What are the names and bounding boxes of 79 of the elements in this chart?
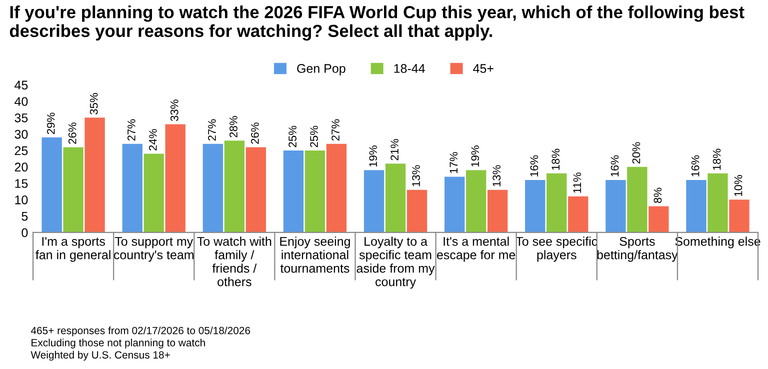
y-tick-label: 45: [14, 80, 28, 90]
bar: [648, 206, 669, 232]
y-tick-label: 35: [14, 113, 28, 122]
data-label: 16%: [691, 155, 700, 176]
data-label: 28%: [230, 116, 238, 138]
x-tick-label: To support my country's team: [114, 237, 194, 262]
y-tick-label: 0: [22, 228, 28, 238]
data-label: 20%: [632, 142, 640, 164]
bar: [326, 144, 347, 232]
data-label: 18%: [552, 148, 560, 170]
bar: [165, 124, 186, 232]
legend-label: 45+: [473, 64, 494, 73]
bar: [122, 144, 142, 232]
data-label: 16%: [530, 155, 538, 176]
text: Excluding those not planning to watch: [32, 338, 205, 348]
data-label: 27%: [208, 119, 216, 141]
bar: [283, 150, 304, 232]
bar: [568, 196, 588, 232]
y-tick-label: 15: [15, 179, 28, 188]
bar: [729, 200, 750, 232]
bar: [627, 166, 648, 232]
bar: [42, 137, 62, 232]
x-tick-label: Enjoy seeing international tournaments: [280, 236, 350, 273]
x-tick-label: It's a mental escape for me: [437, 236, 516, 262]
bar: [487, 190, 508, 232]
data-label: 16%: [610, 155, 619, 176]
data-label: 11%: [573, 172, 582, 193]
bar: [63, 147, 84, 232]
data-label: 29%: [46, 112, 55, 134]
data-label: 33%: [170, 100, 178, 122]
bar: [466, 170, 486, 232]
x-tick-label: Loyalty to a specific team aside from my country: [356, 236, 435, 289]
data-label: 35%: [90, 93, 98, 114]
data-label: 13%: [412, 165, 420, 186]
data-label: 27%: [332, 119, 340, 141]
bar: [364, 170, 384, 232]
legend-label: Gen Pop: [297, 64, 346, 76]
y-tick-label: 5: [22, 212, 28, 221]
data-label: 8%: [654, 188, 662, 203]
chart-title: If you're planning to watch the 2026 FIFA World Cup this year, which of the following best describes your reasons for watching? Select all that apply.: [10, 6, 744, 41]
data-label: 19%: [471, 146, 480, 167]
data-label: 26%: [251, 122, 259, 144]
data-label: 10%: [734, 175, 742, 196]
bar: [525, 180, 546, 232]
data-label: 24%: [148, 129, 157, 150]
x-tick-label: I'm a sports fan in general: [36, 237, 110, 262]
data-label: 21%: [390, 138, 398, 160]
bar: [246, 147, 266, 232]
y-tick-label: 25: [14, 146, 28, 156]
bar: [84, 118, 105, 232]
data-label: 13%: [492, 165, 501, 186]
data-label: 26%: [68, 122, 76, 144]
bar: [686, 180, 706, 232]
x-tick-label: To watch with family / friends / others: [197, 236, 272, 286]
x-tick-label: Something else: [675, 236, 760, 248]
bar: [444, 176, 465, 232]
data-label: 25%: [310, 126, 318, 148]
data-label: 25%: [288, 126, 296, 148]
bar: [406, 190, 428, 232]
legend-label: 18-44: [394, 64, 425, 73]
data-label: 18%: [712, 148, 721, 170]
bar: [144, 154, 164, 232]
y-tick-label: 30: [14, 130, 28, 139]
data-label: 19%: [369, 146, 378, 167]
y-tick-label: 20: [14, 162, 28, 172]
bar: [708, 173, 728, 232]
bar: [546, 173, 567, 232]
bar: [304, 150, 326, 232]
bar: [385, 164, 406, 232]
y-tick-label: 10: [15, 195, 28, 204]
bar: [224, 140, 245, 232]
data-label: 27%: [127, 119, 136, 141]
y-tick-label: 40: [14, 97, 28, 106]
text: Weighted by U.S. Census 18+: [30, 350, 170, 361]
text: 465+ responses from 02/17/2026 to 05/18/2026: [30, 326, 250, 336]
x-tick-label: To see specific players: [516, 236, 598, 262]
bar: [606, 180, 626, 232]
bar: [202, 144, 224, 232]
data-label: 17%: [450, 152, 458, 174]
